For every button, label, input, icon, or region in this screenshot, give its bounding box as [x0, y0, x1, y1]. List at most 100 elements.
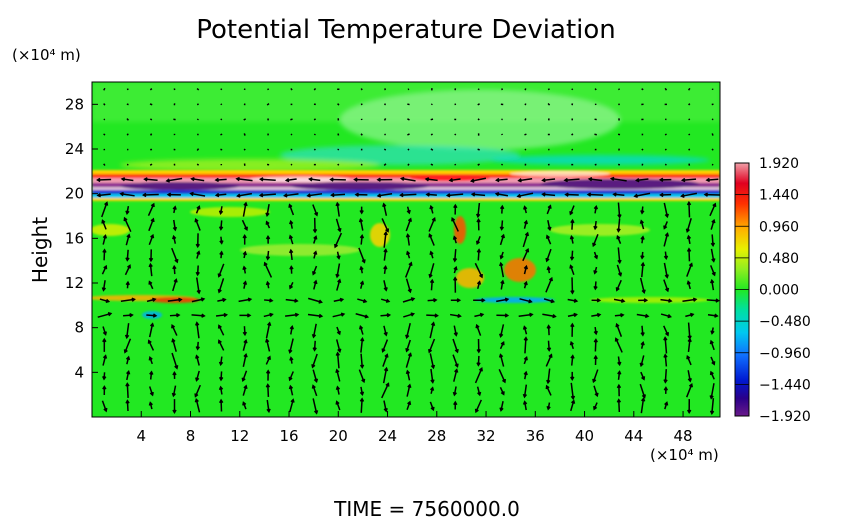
wind-arrow-head [703, 192, 708, 197]
wind-arrow [593, 385, 598, 396]
wind-arrow-head [476, 362, 481, 367]
wind-arrow-head [172, 226, 178, 232]
wind-arrow [706, 178, 719, 181]
x-tick-label: 16 [279, 427, 298, 445]
wind-arrow-head [499, 407, 504, 412]
wind-arrow [334, 232, 343, 248]
wind-arrow-head [686, 247, 692, 252]
wind-arrow [660, 313, 671, 318]
wind-arrow-head [617, 259, 622, 265]
wind-arrow [101, 202, 108, 218]
wind-arrow-head [517, 178, 522, 183]
wind-arrow-head [501, 378, 506, 384]
wind-arrow-head [500, 391, 505, 396]
wind-arrow-head [405, 233, 411, 238]
wind-arrow [242, 370, 248, 381]
wind-arrow [471, 177, 487, 182]
wind-arrow-head [172, 234, 177, 240]
wind-arrow-head [500, 233, 506, 239]
wind-arrow-head [359, 265, 364, 271]
wind-arrow [196, 87, 200, 91]
wind-arrow [312, 398, 318, 414]
wind-arrow-head [125, 257, 130, 262]
wind-arrow-head [570, 290, 575, 295]
wind-arrow [220, 88, 223, 91]
wind-arrow [172, 385, 177, 397]
wind-arrow-head [686, 354, 691, 360]
wind-arrow [360, 353, 364, 368]
wind-arrow [312, 265, 318, 275]
wind-arrow-head [428, 273, 433, 279]
wind-arrow-head [294, 298, 299, 303]
x-tick-label: 44 [624, 427, 643, 445]
wind-arrow-head [430, 364, 436, 370]
x-tick-label: 20 [329, 427, 348, 445]
wind-arrow-head [452, 258, 458, 263]
wind-arrow [407, 133, 410, 136]
wind-arrow-head [127, 264, 131, 269]
wind-arrow-head [125, 280, 130, 286]
wind-arrow [472, 193, 486, 197]
wind-arrow [382, 354, 388, 367]
wind-arrow [241, 219, 248, 230]
wind-arrow-head [454, 348, 459, 354]
wind-arrow [428, 234, 435, 246]
wind-arrow-head [174, 365, 179, 370]
wind-arrow-head [546, 324, 551, 329]
wind-arrow-head [358, 324, 364, 330]
wind-arrow [681, 192, 698, 197]
wind-arrow-head [364, 314, 370, 319]
wind-arrow-head [429, 250, 434, 255]
wind-arrow [454, 133, 457, 136]
wind-arrow [430, 148, 434, 151]
wind-arrow [616, 279, 622, 291]
wind-arrow-head [593, 270, 598, 275]
wind-arrow [547, 368, 551, 383]
wind-arrow [126, 103, 129, 106]
wind-arrow [570, 400, 575, 412]
wind-arrow [710, 340, 715, 351]
wind-arrow [542, 178, 556, 182]
wind-arrow [687, 87, 691, 91]
wind-arrow-head [265, 220, 270, 225]
wind-arrow [477, 355, 480, 366]
wind-arrow [195, 277, 200, 294]
wind-arrow [686, 355, 692, 366]
wind-arrow [591, 313, 601, 317]
wind-arrow-head [148, 356, 153, 361]
wind-arrow [149, 88, 153, 91]
wind-arrow-head [242, 233, 247, 239]
wind-arrow-head [407, 400, 412, 406]
wind-arrow-head [639, 219, 644, 224]
wind-arrow-head [288, 384, 294, 390]
wind-arrow [355, 313, 368, 318]
wind-arrow-head [125, 382, 130, 387]
wind-arrow [360, 235, 363, 245]
wind-arrow [220, 118, 223, 121]
y-tick-label: 16 [65, 229, 84, 247]
wind-arrow-head [445, 193, 451, 198]
wind-arrow-head [308, 177, 313, 182]
wind-arrow [383, 232, 387, 248]
wind-arrow-head [359, 397, 365, 402]
wind-arrow-head [541, 192, 546, 197]
wind-arrow-head [430, 406, 435, 412]
wind-arrow-head [360, 337, 365, 342]
wind-arrow [499, 234, 505, 246]
colorbar: 1.920 1.440 0.960 0.480 0.000 −0.480 −0.960 −1.… [734, 156, 811, 425]
wind-arrow [264, 262, 273, 278]
wind-arrow [284, 193, 299, 197]
wind-arrow [172, 219, 177, 230]
wind-arrow [289, 399, 294, 413]
wind-arrow [260, 178, 276, 181]
wind-arrow [710, 383, 715, 399]
wind-arrow-head [194, 321, 200, 326]
wind-arrow [335, 339, 341, 352]
wind-arrow-head [102, 234, 108, 239]
wind-arrow [172, 279, 177, 292]
wind-arrow-head [570, 376, 575, 381]
wind-arrow-head [429, 278, 435, 284]
wind-arrow-head [269, 312, 274, 317]
y-tick-label: 8 [74, 319, 84, 337]
wind-arrow-head [615, 322, 620, 328]
